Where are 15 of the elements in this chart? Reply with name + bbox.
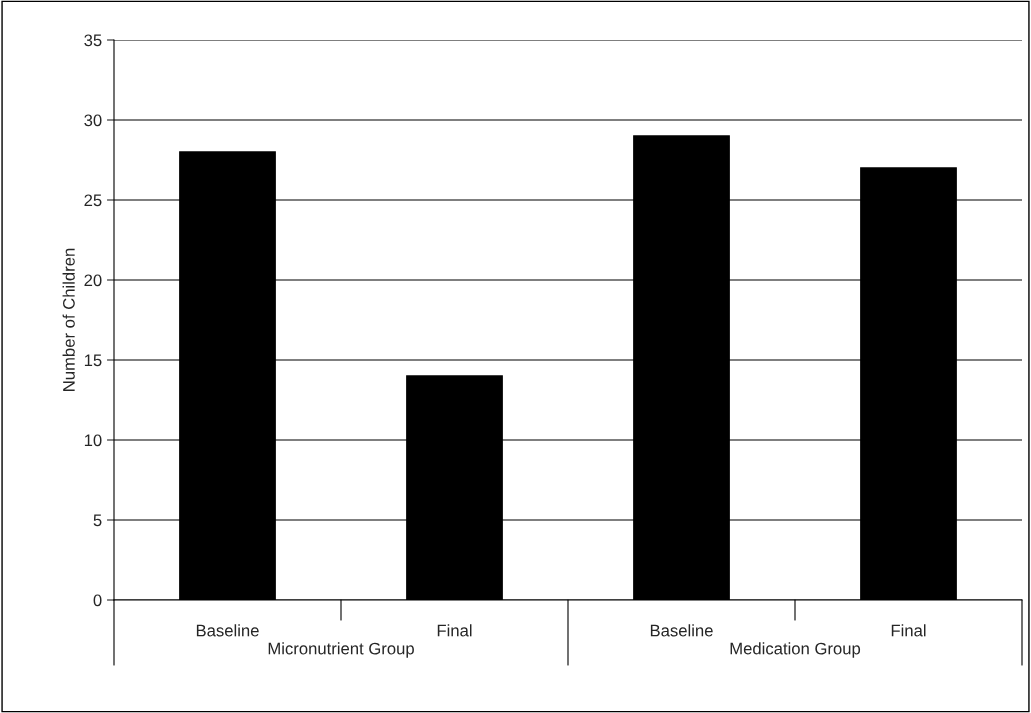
y-tick-label: 20 (84, 274, 102, 287)
y-tick-label: 35 (84, 34, 102, 47)
y-tick-label: 15 (84, 354, 102, 367)
x-tick-label: Final (891, 624, 926, 637)
x-tick-label: Final (437, 624, 472, 637)
text: Medication Group (730, 642, 861, 658)
x-tick-label: Baseline (650, 624, 713, 637)
y-tick-label: 10 (84, 434, 102, 447)
x-tick-label: Baseline (196, 624, 259, 637)
y-tick-label: 0 (93, 594, 102, 607)
y-tick-label: 5 (93, 514, 102, 527)
y-tick-label: 25 (84, 194, 102, 207)
y-tick-label: 30 (84, 114, 102, 127)
text: Micronutrient Group (268, 642, 414, 658)
y-axis-title: Number of Children (62, 248, 75, 391)
